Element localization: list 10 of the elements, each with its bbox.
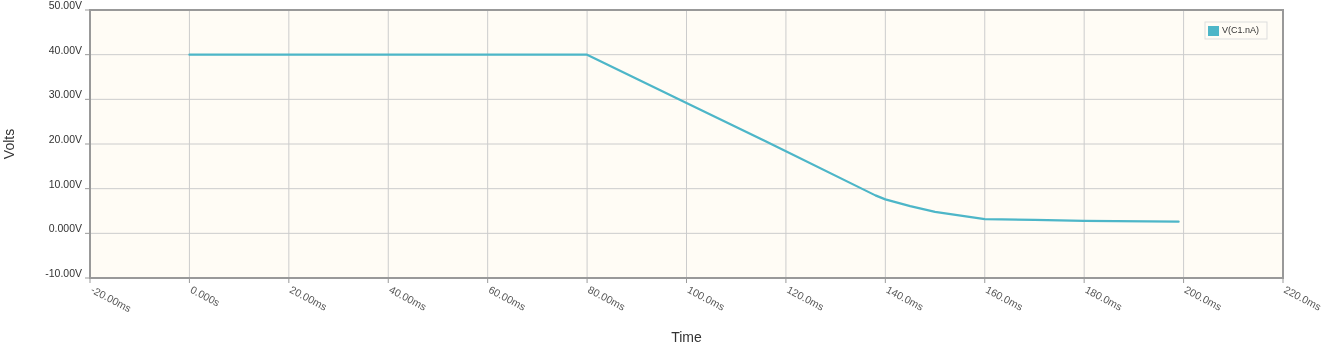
y-tick-label: 30.00V <box>48 88 82 101</box>
y-axis-title: Volts <box>1 128 17 160</box>
y-tick-label: 20.00V <box>48 132 82 145</box>
x-axis-title: Time <box>671 329 703 345</box>
y-tick-label: 10.00V <box>48 177 82 190</box>
legend-label: V(C1.nA) <box>1222 25 1260 35</box>
y-tick-label: -10.00V <box>45 266 82 279</box>
y-tick-label: 0.000V <box>48 222 82 235</box>
y-tick-label: 40.00V <box>48 43 82 56</box>
y-tick-label: 50.00V <box>48 0 82 11</box>
